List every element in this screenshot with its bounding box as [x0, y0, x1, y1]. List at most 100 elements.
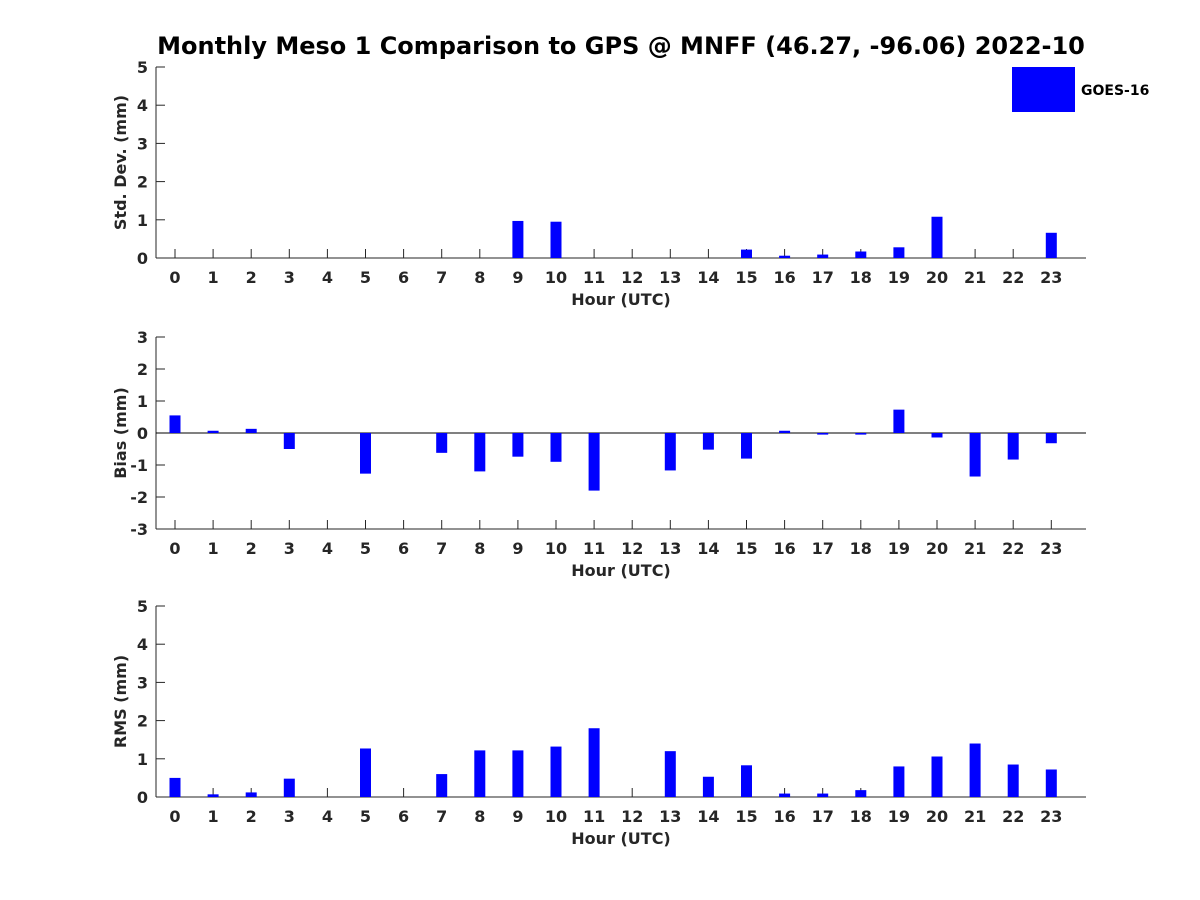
std-dev-x-tick-label: 16 — [773, 268, 795, 287]
rms-x-tick-label: 22 — [1002, 807, 1024, 826]
bias-x-tick-label: 9 — [512, 539, 523, 558]
bias-bar-hour-20 — [931, 433, 943, 438]
rms-x-tick-label: 2 — [246, 807, 257, 826]
rms-bar-hour-16 — [779, 793, 791, 797]
rms-y-tick-label: 2 — [137, 712, 148, 731]
bias-x-tick-label: 17 — [812, 539, 834, 558]
legend: GOES-16 — [1012, 67, 1149, 112]
rms-y-tick-label: 3 — [137, 673, 148, 692]
rms-x-tick-label: 4 — [322, 807, 333, 826]
rms-x-tick-label: 8 — [474, 807, 485, 826]
rms-y-axis-label: RMS (mm) — [111, 655, 130, 748]
std-dev-x-tick-label: 11 — [583, 268, 605, 287]
bias-x-tick-label: 4 — [322, 539, 333, 558]
bias-x-tick-label: 23 — [1040, 539, 1062, 558]
legend-swatch-goes-16 — [1012, 67, 1075, 112]
std-dev-x-tick-label: 15 — [735, 268, 757, 287]
rms-x-tick-label: 21 — [964, 807, 986, 826]
bias-bar-hour-16 — [779, 430, 791, 433]
bias-x-tick-label: 18 — [850, 539, 872, 558]
std-dev-x-tick-label: 8 — [474, 268, 485, 287]
rms-y-tick-label: 5 — [137, 597, 148, 616]
bias-y-tick-label: 1 — [137, 392, 148, 411]
bias-bar-hour-2 — [245, 428, 257, 433]
bias-x-tick-label: 7 — [436, 539, 447, 558]
rms-bar-hour-9 — [512, 750, 524, 797]
rms-y-tick-label: 1 — [137, 750, 148, 769]
rms-x-tick-label: 23 — [1040, 807, 1062, 826]
rms-bar-hour-11 — [588, 728, 600, 797]
std-dev-y-tick-label: 2 — [137, 173, 148, 192]
chart-title: Monthly Meso 1 Comparison to GPS @ MNFF … — [157, 32, 1085, 60]
rms-bar-hour-21 — [969, 743, 981, 797]
rms-bar-hour-22 — [1007, 764, 1019, 797]
std-dev-x-axis-label: Hour (UTC) — [571, 290, 671, 309]
rms-bar-hour-3 — [283, 778, 295, 797]
std-dev-bar-hour-16 — [779, 255, 791, 258]
rms-bar-hour-20 — [931, 756, 943, 797]
bias-x-tick-label: 5 — [360, 539, 371, 558]
rms-x-tick-label: 3 — [284, 807, 295, 826]
bias-y-tick-label: -1 — [130, 456, 148, 475]
std-dev-x-tick-label: 2 — [246, 268, 257, 287]
std-dev-x-tick-label: 4 — [322, 268, 333, 287]
std-dev-bar-hour-17 — [817, 254, 829, 258]
bias-y-tick-label: 0 — [137, 424, 148, 443]
rms-x-tick-label: 15 — [735, 807, 757, 826]
std-dev-bar-hour-23 — [1045, 232, 1057, 258]
bias-x-tick-label: 10 — [545, 539, 567, 558]
bias-x-tick-label: 14 — [697, 539, 719, 558]
rms-bar-hour-1 — [207, 794, 219, 797]
std-dev-x-tick-label: 9 — [512, 268, 523, 287]
legend-label-goes-16: GOES-16 — [1081, 83, 1149, 99]
rms-x-tick-label: 10 — [545, 807, 567, 826]
bias-bar-hour-5 — [360, 433, 371, 474]
rms-bar-hour-18 — [855, 790, 867, 797]
bias-x-tick-label: 0 — [169, 539, 180, 558]
rms-x-tick-label: 11 — [583, 807, 605, 826]
std-dev-y-tick-label: 5 — [137, 58, 148, 77]
bias-y-tick-label: -2 — [130, 488, 148, 507]
rms-x-tick-label: 7 — [436, 807, 447, 826]
bias-y-tick-label: 3 — [137, 328, 148, 347]
bias-bar-hour-19 — [893, 409, 905, 433]
bias-bar-hour-14 — [702, 433, 714, 450]
bias-bar-hour-23 — [1045, 433, 1057, 444]
rms-x-tick-label: 0 — [169, 807, 180, 826]
std-dev-x-tick-label: 23 — [1040, 268, 1062, 287]
std-dev-bar-hour-20 — [931, 216, 943, 258]
bias-y-tick-label: -3 — [130, 520, 148, 539]
rms-bar-hour-7 — [436, 774, 448, 797]
rms-bar-hour-23 — [1045, 769, 1057, 797]
rms-x-tick-label: 19 — [888, 807, 910, 826]
bias-x-tick-label: 22 — [1002, 539, 1024, 558]
bias-x-tick-label: 15 — [735, 539, 757, 558]
std-dev-x-tick-label: 0 — [169, 268, 180, 287]
bias-x-tick-label: 1 — [208, 539, 219, 558]
bias-x-tick-label: 21 — [964, 539, 986, 558]
bias-bar-hour-22 — [1007, 433, 1019, 460]
std-dev-y-axis-label: Std. Dev. (mm) — [111, 95, 130, 230]
bias-bar-hour-13 — [664, 433, 676, 471]
rms-x-tick-label: 16 — [773, 807, 795, 826]
std-dev-bar-hour-18 — [855, 251, 867, 258]
rms-bar-hour-2 — [245, 792, 257, 797]
rms-x-tick-label: 1 — [208, 807, 219, 826]
bias-x-tick-label: 3 — [284, 539, 295, 558]
rms-x-tick-label: 6 — [398, 807, 409, 826]
bias-bar-hour-17 — [817, 433, 829, 435]
bias-y-tick-label: 2 — [137, 360, 148, 379]
bias-y-axis-label: Bias (mm) — [111, 387, 130, 479]
std-dev-x-tick-label: 22 — [1002, 268, 1024, 287]
bias-bar-hour-0 — [169, 415, 181, 433]
std-dev-x-tick-label: 1 — [208, 268, 219, 287]
rms-x-tick-label: 13 — [659, 807, 681, 826]
bias-bar-hour-21 — [969, 433, 981, 477]
std-dev-x-tick-label: 14 — [697, 268, 719, 287]
rms-bar-hour-0 — [169, 777, 181, 797]
std-dev-x-tick-label: 6 — [398, 268, 409, 287]
